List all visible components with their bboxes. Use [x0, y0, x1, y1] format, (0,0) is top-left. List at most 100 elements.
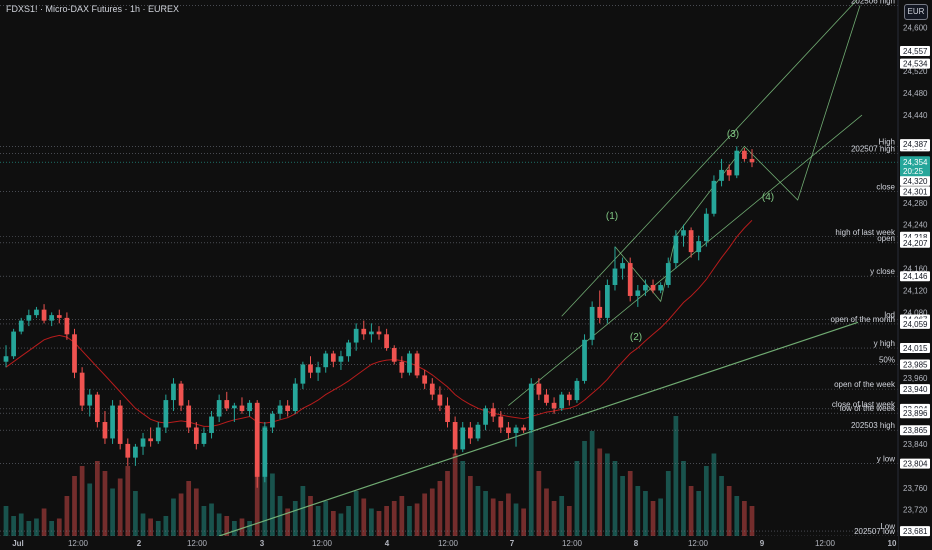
volume-bar — [49, 521, 55, 536]
price-tick: 23,960 — [903, 374, 928, 383]
volume-bar — [605, 453, 610, 536]
price-tag-bg — [900, 526, 930, 537]
price-tag-bg — [900, 139, 930, 150]
current-price-tag: 24,354 — [903, 158, 928, 167]
volume-bar — [582, 441, 587, 536]
candle-body — [536, 383, 542, 395]
price-tick: 23,840 — [903, 440, 928, 449]
candle-body — [171, 383, 176, 401]
candle-body — [635, 290, 641, 296]
candle-body — [232, 405, 237, 409]
volume-bar — [209, 503, 214, 536]
price-tick: 24,280 — [903, 199, 928, 208]
candle-body — [597, 306, 603, 318]
volume-bar — [384, 506, 389, 536]
candle-body — [726, 169, 732, 176]
candle-body — [193, 427, 199, 444]
candle-body — [589, 306, 595, 340]
candle-body — [467, 427, 473, 439]
volume-bar — [232, 521, 237, 536]
volume-bar — [361, 498, 367, 536]
price-tag: 23,940 — [903, 385, 928, 394]
price-tick: 23,760 — [903, 484, 928, 493]
wave-label: (3) — [727, 129, 739, 140]
currency-button[interactable]: EUR — [904, 4, 928, 20]
volume-bar — [483, 491, 488, 536]
candle-body — [361, 328, 367, 335]
volume-bar — [64, 496, 70, 536]
candle-body — [627, 263, 633, 296]
candle-body — [490, 408, 496, 417]
candle-body — [544, 394, 549, 403]
volume-bar — [140, 513, 146, 536]
price-tag: 23,865 — [903, 426, 928, 435]
candle-body — [140, 438, 146, 447]
volume-bar — [193, 488, 199, 536]
channel-upper-line — [561, 0, 858, 317]
candle-body — [643, 284, 648, 291]
volume-bar — [551, 501, 557, 536]
price-tag-bg — [900, 343, 930, 354]
price-tag: 24,015 — [903, 344, 928, 353]
price-tag-bg — [900, 425, 930, 436]
volume-bar — [201, 506, 207, 536]
volume-bar — [422, 493, 428, 536]
candle-body — [399, 361, 405, 373]
candle-body — [133, 446, 138, 458]
time-axis-panel[interactable] — [0, 536, 898, 550]
volume-bar — [749, 506, 755, 536]
volume-bar — [414, 503, 420, 536]
candle-body — [665, 263, 671, 285]
channel-lower-line — [508, 114, 863, 406]
volume-bar — [56, 518, 62, 536]
candle-body — [384, 334, 389, 349]
volume-bar — [643, 491, 648, 536]
candle-body — [110, 405, 115, 439]
wave-label: (4) — [762, 192, 774, 203]
volume-bar — [589, 431, 595, 536]
volume-bar — [650, 501, 656, 536]
candle-body — [41, 309, 47, 321]
level-label: lod — [884, 311, 895, 320]
candle-body — [26, 315, 32, 321]
volume-bar — [627, 471, 633, 536]
price-tag: 23,896 — [903, 409, 928, 418]
volume-bar — [186, 481, 192, 536]
volume-bar — [94, 461, 100, 536]
price-tag: 24,557 — [903, 47, 928, 56]
price-tick: 24,120 — [903, 286, 928, 295]
price-tag: 23,804 — [903, 460, 928, 469]
candle-body — [688, 230, 694, 253]
candle-body — [3, 356, 9, 362]
volume-bar — [338, 513, 344, 536]
candle-body — [94, 394, 100, 423]
current-price-tag-bg — [900, 156, 930, 177]
candle-body — [292, 383, 298, 412]
volume-bar — [498, 501, 504, 536]
candle-body — [703, 213, 709, 242]
volume-bar — [703, 466, 709, 536]
time-tick: 12:00 — [438, 539, 459, 548]
volume-bar — [72, 476, 77, 536]
candle-body — [475, 424, 481, 439]
price-tag-bg — [900, 384, 930, 395]
wave-label: (2) — [630, 332, 642, 343]
volume-bar — [658, 498, 664, 536]
candle-body — [513, 427, 519, 433]
volume-bar — [148, 518, 153, 536]
symbol-title[interactable]: FDXS1! · Micro-DAX Futures · 1h · EUREX — [6, 4, 180, 14]
price-tag: 24,387 — [903, 140, 928, 149]
time-tick: 12:00 — [562, 539, 583, 548]
level-label: open of the month — [831, 315, 896, 324]
candle-body — [650, 284, 656, 291]
volume-bar — [407, 506, 412, 536]
price-tag: 24,146 — [903, 272, 928, 281]
volume-bar — [376, 511, 382, 536]
candle-body — [209, 416, 214, 433]
level-label: high of last week — [835, 228, 896, 237]
volume-bar — [673, 416, 679, 536]
volume-bar — [742, 501, 747, 536]
volume-bar — [300, 486, 306, 536]
level-label: y close — [870, 267, 895, 276]
